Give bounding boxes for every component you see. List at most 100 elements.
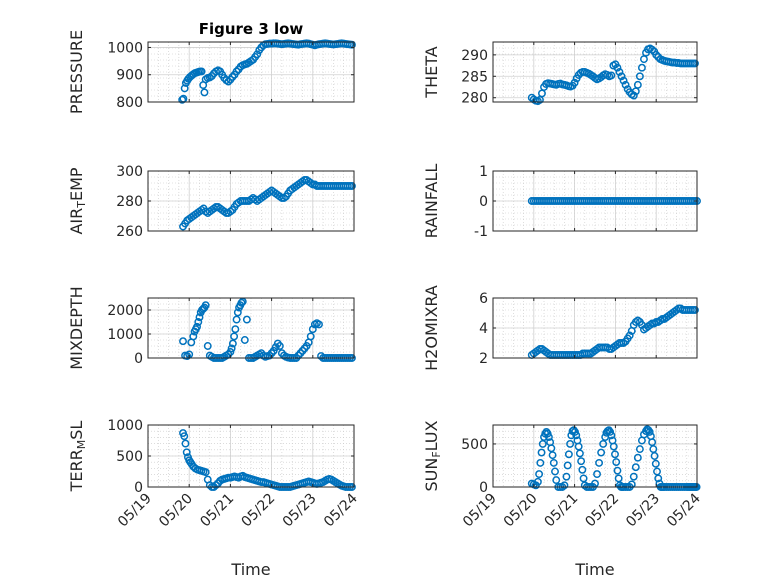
- x-axis-label: Time: [574, 560, 614, 579]
- data-point: [645, 427, 654, 436]
- y-axis-label-subscript: T: [75, 201, 88, 209]
- y-axis-label-part: RAINFALL: [422, 164, 441, 239]
- data-point: [648, 45, 657, 54]
- y-axis-label-part: TERR: [67, 449, 86, 492]
- data-point: [612, 458, 621, 466]
- y-axis-label-part: SUN: [422, 458, 441, 492]
- y-axis-label: RAINFALL: [422, 164, 441, 239]
- data-point: [691, 306, 699, 314]
- data-point: [551, 467, 559, 476]
- data-point: [571, 427, 579, 436]
- data-point: [570, 78, 579, 87]
- y-axis-label-part: AIR: [67, 208, 86, 235]
- y-axis-label-subscript: F: [430, 451, 443, 457]
- subplot-sun_flux: 0 500 05/19 05/20 05/21 05/22 05/23 05/24 Time SU…: [422, 420, 704, 579]
- data-point: [621, 80, 630, 89]
- data-point: [629, 472, 638, 481]
- subplot-terr_msl: 0 500 1000 05/19 05/20 05/21 05/22 05/23 05/24 Ti…: [67, 418, 361, 579]
- y-axis-label-part: SL: [67, 421, 86, 440]
- data-point: [564, 450, 573, 459]
- data-point: [183, 352, 192, 361]
- data-point: [179, 337, 187, 346]
- y-axis-label: H2OMIXRA: [422, 285, 441, 371]
- data-point: [193, 322, 201, 331]
- y-tick-label: 290: [461, 48, 488, 64]
- data-point: [231, 325, 240, 334]
- x-tick-label: 05/19: [460, 491, 500, 531]
- data-point: [228, 339, 237, 348]
- data-point: [575, 449, 584, 458]
- data-point: [200, 88, 209, 97]
- data-point: [627, 480, 636, 489]
- data-point: [180, 432, 189, 441]
- y-axis-label-subscript: M: [75, 440, 88, 450]
- y-tick-label: 2: [479, 351, 488, 367]
- data-point: [315, 320, 323, 329]
- data-point: [240, 336, 249, 344]
- data-point: [230, 332, 239, 341]
- data-point: [563, 461, 572, 470]
- y-tick-label: 800: [116, 95, 143, 111]
- y-axis-label-part: MIXDEPTH: [67, 286, 86, 369]
- subplot-air_temp: 260 280 300 AIRTEMP: [67, 164, 356, 240]
- data-point: [535, 470, 544, 479]
- y-axis-label-part: THETA: [422, 46, 441, 98]
- subplot-pressure: 800 900 1000 Figure 3 low PRESSURE: [67, 20, 356, 114]
- data-point: [275, 342, 284, 350]
- data-point: [691, 59, 699, 68]
- x-tick-label: 05/21: [542, 491, 582, 531]
- data-point: [533, 477, 542, 486]
- data-point: [253, 50, 262, 59]
- data-point: [189, 332, 198, 341]
- data-point: [599, 439, 608, 448]
- data-point: [651, 459, 660, 468]
- x-tick-label: 05/24: [664, 490, 704, 530]
- data-point: [617, 72, 626, 81]
- data-point: [560, 481, 569, 490]
- y-tick-label: 285: [461, 69, 488, 85]
- data-point: [597, 448, 606, 457]
- data-point: [615, 68, 624, 76]
- x-tick-label: 05/22: [239, 491, 279, 531]
- y-tick-label: 500: [461, 437, 488, 453]
- data-point: [562, 472, 571, 481]
- y-tick-label: 1: [479, 164, 488, 180]
- data-point: [194, 318, 203, 326]
- data-point: [566, 439, 575, 448]
- y-axis-label: TERRMSL: [67, 421, 88, 493]
- data-point: [606, 427, 615, 436]
- y-tick-label: -1: [474, 224, 488, 240]
- y-tick-label: 1000: [107, 327, 143, 343]
- data-point: [607, 431, 616, 440]
- data-point: [544, 433, 553, 442]
- x-tick-label: 05/23: [280, 491, 320, 531]
- y-axis-label: PRESSURE: [67, 30, 86, 114]
- data-point: [197, 67, 206, 76]
- y-axis-label: SUNFLUX: [422, 420, 443, 491]
- data-point: [629, 91, 638, 100]
- x-tick-label: 05/20: [156, 491, 196, 531]
- y-axis-label-part: EMP: [67, 167, 86, 201]
- y-tick-label: 300: [116, 164, 143, 180]
- data-point: [201, 468, 210, 477]
- y-tick-label: 0: [479, 480, 488, 496]
- data-point: [625, 331, 634, 340]
- data-point: [633, 80, 642, 89]
- y-tick-label: 0: [134, 480, 143, 496]
- data-point: [347, 182, 356, 190]
- x-tick-label: 05/21: [197, 491, 237, 531]
- data-point: [637, 63, 646, 72]
- data-point: [633, 453, 642, 462]
- y-tick-label: 0: [479, 194, 488, 210]
- data-point: [595, 458, 604, 467]
- data-point: [607, 71, 616, 80]
- x-axis-label: Time: [230, 560, 270, 579]
- x-tick-label: 05/19: [115, 491, 155, 531]
- data-point: [182, 448, 191, 457]
- y-tick-label: 4: [479, 321, 488, 337]
- y-axis-label-part: H2OMIXRA: [422, 285, 441, 371]
- data-point: [224, 77, 233, 86]
- axes-box: [492, 41, 698, 103]
- data-point: [635, 445, 644, 454]
